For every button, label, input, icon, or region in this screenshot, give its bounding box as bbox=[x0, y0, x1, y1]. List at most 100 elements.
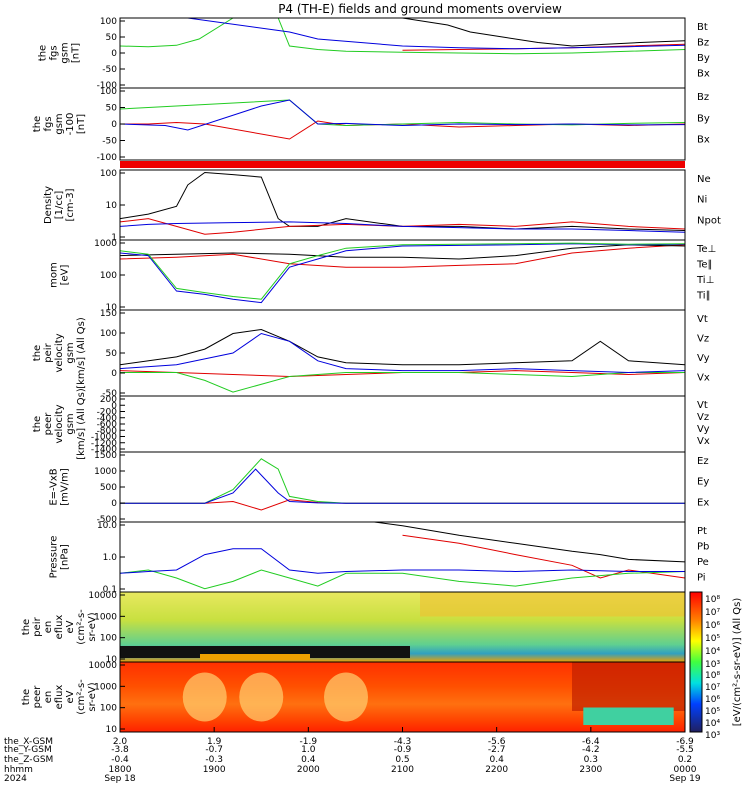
y-tick-label: 10000 bbox=[88, 591, 117, 601]
y-axis-label: the peer velocity gsm [km/s] (All Qs) bbox=[32, 388, 87, 460]
y-axis-label-line: fgs bbox=[43, 116, 54, 131]
y-axis-label-line: fgs bbox=[49, 45, 60, 60]
y-axis-label-line: gsm bbox=[65, 342, 76, 363]
x-column-value: 0.4 bbox=[490, 755, 505, 765]
x-column-value: 0.3 bbox=[584, 755, 598, 765]
heatmap-region bbox=[200, 654, 310, 660]
y-axis-label: the peir velocity gsm [km/s] (All Qs) bbox=[32, 317, 87, 389]
legend-ni: Ni bbox=[697, 195, 707, 206]
legend-by: By bbox=[697, 113, 710, 124]
legend-npot: Npot bbox=[697, 215, 721, 226]
series-ne-line bbox=[119, 218, 686, 235]
y-axis-label-line: [eV] bbox=[60, 265, 71, 286]
y-tick-label: 0 bbox=[111, 369, 117, 379]
x-column-value: 1.9 bbox=[207, 737, 222, 747]
x-column-value: Sep 18 bbox=[104, 774, 136, 784]
colorbar-tick: 10³ bbox=[705, 660, 720, 670]
y-axis-label-line: peer bbox=[32, 685, 43, 709]
y-axis-label-line: sr-eV) bbox=[87, 612, 98, 641]
legend-by: By bbox=[697, 53, 710, 64]
legend-vt: Vt bbox=[697, 314, 708, 325]
y-tick-label: 0 bbox=[111, 49, 117, 59]
y-tick-label: 500 bbox=[100, 483, 117, 493]
legend-te: Te⊥ bbox=[696, 244, 716, 255]
x-column-value: -0.7 bbox=[205, 745, 223, 755]
series-vt-line bbox=[119, 328, 686, 366]
status-stripe bbox=[120, 161, 685, 168]
x-column-value: -1.9 bbox=[300, 737, 318, 747]
y-tick-label: -600 bbox=[97, 420, 118, 430]
legend-bz: Bz bbox=[697, 92, 709, 103]
colorbar-tick: 10⁴ bbox=[705, 647, 720, 657]
y-tick-label: 50 bbox=[106, 33, 118, 43]
colorbar-tick: 10³ bbox=[705, 731, 720, 741]
x-column-value: 0.4 bbox=[301, 755, 316, 765]
y-axis-label: the fgs gsm [nT] bbox=[38, 42, 82, 63]
y-tick-label: 0 bbox=[111, 120, 117, 130]
series-ex-line bbox=[120, 468, 685, 504]
y-axis-label-line: the bbox=[38, 45, 49, 61]
y-tick-label: 1500 bbox=[94, 451, 117, 461]
y-axis-label-line: peer bbox=[43, 412, 54, 436]
y-tick-label: 10 bbox=[106, 201, 118, 211]
x-column-value: 1800 bbox=[109, 765, 132, 775]
panel-frame bbox=[119, 309, 686, 397]
panel-3: 100 10 1 Density [1/cc] [cm-3] Ne Ni Npot bbox=[43, 169, 721, 243]
legend-ex: Ex bbox=[697, 497, 709, 508]
legend-vz: Vz bbox=[697, 334, 709, 345]
legend-bx: Bx bbox=[697, 135, 710, 146]
y-axis-label-line: gsm bbox=[60, 42, 71, 63]
x-column-value: -4.3 bbox=[394, 737, 412, 747]
colorbar-tick: 10⁶ bbox=[705, 695, 720, 705]
y-axis-label: E=-VxB [mV/m] bbox=[49, 468, 71, 506]
y-axis-label-line: [nT] bbox=[76, 114, 87, 134]
colorbar: 10⁸10⁷10⁶10⁵10⁴10³10⁸10⁷10⁶10⁵10⁴10³[eV/… bbox=[689, 591, 743, 741]
y-axis-label: the fgs gsm -100 [nT] bbox=[32, 113, 87, 136]
x-column-value: 2200 bbox=[485, 765, 508, 775]
legend-pt: Pt bbox=[697, 526, 707, 537]
heatmap-region bbox=[583, 707, 674, 725]
y-axis-label-line: mom bbox=[49, 262, 60, 288]
y-tick-label: 10 bbox=[106, 655, 118, 665]
y-axis-label-line: Density bbox=[43, 186, 54, 224]
x-column-value: 1900 bbox=[203, 765, 226, 775]
series-ey-line bbox=[120, 458, 685, 504]
y-axis-label-line: en bbox=[43, 691, 54, 704]
colorbar-label: [eV/(cm²-s-sr-eV)] (All Qs) bbox=[732, 598, 743, 727]
y-axis-label-line: (cm²-s- bbox=[76, 679, 87, 715]
x-row-label: the_Y-GSM bbox=[4, 745, 52, 755]
y-tick-label: -100 bbox=[97, 81, 118, 91]
series-ti-line bbox=[119, 242, 686, 300]
colorbar-tick: 10⁷ bbox=[705, 608, 720, 618]
y-axis-label-line: the bbox=[32, 116, 43, 132]
colorbar-tick: 10⁵ bbox=[705, 634, 720, 644]
y-axis-label-line: velocity bbox=[54, 333, 65, 372]
legend-ti: Ti∥ bbox=[696, 291, 711, 302]
y-axis-label-line: peir bbox=[43, 342, 54, 362]
series-pe-line bbox=[119, 569, 686, 590]
colorbar-tick: 10⁸ bbox=[705, 671, 720, 681]
x-column-value: Sep 19 bbox=[669, 774, 701, 784]
heatmap-region bbox=[324, 672, 368, 722]
x-column-value: -6.9 bbox=[676, 737, 694, 747]
y-axis-label-line: [nT] bbox=[71, 43, 82, 63]
y-tick-label: 10.0 bbox=[97, 521, 117, 531]
series-pi-line bbox=[119, 548, 685, 574]
legend-vx: Vx bbox=[697, 436, 710, 447]
y-axis-label-line: the bbox=[21, 619, 32, 635]
series-pt-line bbox=[374, 521, 686, 563]
y-axis-label-line: peir bbox=[32, 616, 43, 636]
y-tick-label: 100 bbox=[100, 634, 117, 644]
colorbar-tick: 10⁴ bbox=[705, 719, 720, 729]
y-tick-label: -1000 bbox=[91, 433, 117, 443]
series-npot-line bbox=[119, 221, 686, 233]
legend-vy: Vy bbox=[697, 353, 710, 364]
y-axis-label-line: velocity bbox=[54, 404, 65, 443]
x-row-label: hhmm bbox=[4, 765, 33, 775]
x-column-value: 2300 bbox=[579, 765, 602, 775]
legend-vz: Vz bbox=[697, 412, 709, 423]
y-tick-label: 1.0 bbox=[103, 553, 118, 563]
